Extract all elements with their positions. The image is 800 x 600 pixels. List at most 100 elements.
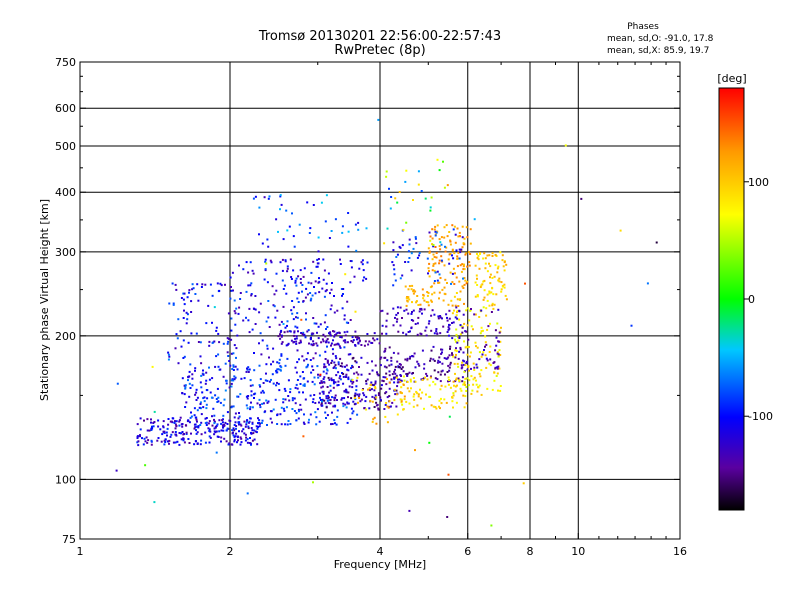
- data-point: [373, 389, 376, 392]
- data-point: [499, 354, 502, 356]
- data-point: [343, 346, 346, 349]
- data-point: [325, 417, 327, 419]
- data-point: [303, 384, 306, 387]
- data-point: [232, 365, 235, 368]
- data-point: [385, 383, 388, 386]
- data-point: [222, 429, 225, 432]
- data-point: [402, 384, 405, 386]
- data-point: [174, 427, 177, 430]
- data-point: [199, 424, 202, 426]
- data-point: [433, 280, 436, 282]
- data-point: [475, 379, 477, 382]
- data-point: [232, 405, 235, 408]
- data-point: [440, 384, 443, 387]
- data-point: [286, 267, 289, 270]
- data-point: [417, 362, 420, 365]
- data-point: [211, 321, 213, 324]
- data-point: [164, 438, 167, 441]
- data-point: [474, 281, 477, 284]
- data-point: [424, 329, 427, 332]
- data-point: [462, 363, 465, 366]
- data-point: [310, 282, 313, 285]
- data-point: [270, 410, 273, 413]
- data-point: [191, 373, 194, 376]
- data-point: [316, 408, 319, 411]
- data-point: [259, 385, 262, 388]
- data-point: [306, 352, 309, 355]
- data-point: [447, 364, 450, 367]
- data-point: [235, 432, 238, 435]
- data-point: [171, 282, 174, 285]
- data-point: [384, 347, 387, 350]
- data-point: [193, 414, 196, 417]
- data-point: [453, 309, 455, 312]
- data-point: [259, 403, 261, 406]
- data-point: [394, 393, 397, 396]
- data-point: [461, 331, 464, 334]
- data-point: [345, 388, 347, 391]
- data-point: [223, 437, 226, 440]
- data-point: [193, 443, 196, 446]
- data-point: [405, 400, 408, 403]
- data-point: [311, 294, 314, 297]
- data-point: [341, 365, 344, 368]
- data-point: [321, 400, 323, 403]
- data-point: [304, 398, 307, 401]
- data-point: [231, 429, 234, 432]
- data-point: [354, 360, 357, 363]
- data-point: [226, 423, 229, 425]
- data-point: [646, 282, 649, 285]
- data-point: [297, 291, 300, 294]
- data-point: [180, 432, 182, 435]
- data-point: [429, 209, 432, 212]
- data-point: [139, 428, 142, 431]
- data-point: [317, 337, 320, 340]
- data-point: [324, 411, 327, 414]
- data-point: [405, 308, 408, 311]
- data-point: [452, 392, 455, 395]
- data-point: [257, 426, 260, 428]
- data-point: [239, 292, 242, 294]
- data-point: [288, 225, 291, 228]
- data-point: [178, 443, 181, 446]
- data-point: [354, 402, 357, 405]
- data-point: [344, 273, 347, 276]
- data-point: [297, 275, 300, 278]
- data-point: [316, 265, 319, 268]
- data-point: [384, 392, 387, 395]
- data-point: [489, 265, 492, 268]
- data-point: [139, 435, 141, 438]
- data-point: [438, 356, 441, 359]
- data-point: [287, 379, 290, 382]
- data-point: [415, 390, 418, 393]
- data-point: [312, 344, 315, 346]
- data-point: [334, 334, 337, 336]
- data-point: [371, 369, 374, 372]
- data-point: [448, 309, 451, 312]
- data-point: [205, 371, 208, 374]
- data-point: [432, 263, 435, 266]
- data-point: [251, 429, 254, 432]
- data-point: [399, 306, 402, 309]
- data-point: [354, 398, 357, 401]
- data-point: [236, 395, 239, 398]
- data-point: [261, 419, 264, 422]
- data-point: [150, 439, 153, 442]
- data-point: [341, 225, 344, 228]
- data-point: [463, 277, 466, 279]
- data-point: [267, 316, 270, 319]
- data-point: [427, 304, 430, 307]
- data-point: [372, 337, 375, 340]
- data-point: [181, 377, 184, 380]
- data-point: [232, 427, 235, 430]
- data-point: [480, 326, 483, 329]
- data-point: [468, 264, 471, 267]
- data-point: [205, 407, 208, 410]
- data-point: [397, 352, 400, 355]
- data-point: [408, 257, 411, 259]
- data-point: [401, 274, 404, 277]
- data-point: [410, 269, 413, 272]
- data-point: [491, 388, 494, 391]
- data-point: [406, 381, 409, 383]
- data-point: [430, 375, 432, 378]
